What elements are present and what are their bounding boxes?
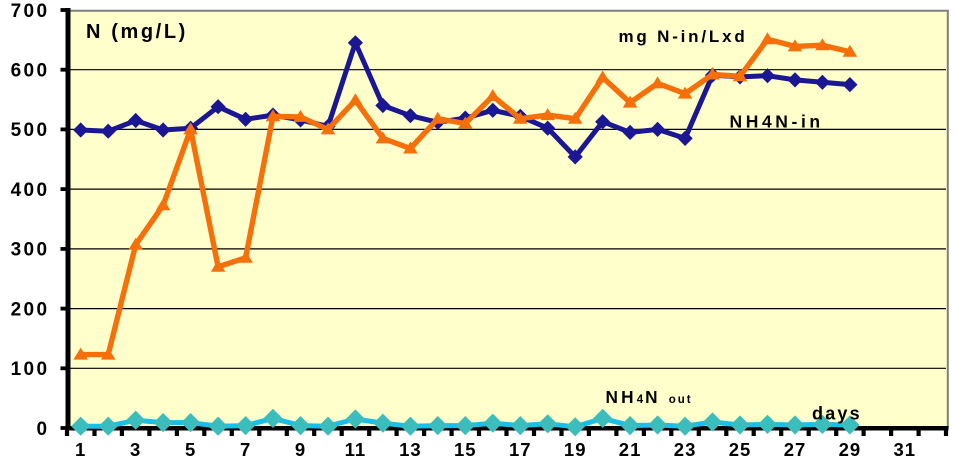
svg-text:15: 15	[454, 439, 477, 460]
svg-text:17: 17	[509, 439, 532, 460]
svg-text:0: 0	[37, 419, 50, 440]
svg-text:27: 27	[784, 439, 807, 460]
svg-text:N (mg/L): N (mg/L)	[86, 21, 188, 43]
svg-text:100: 100	[11, 359, 50, 380]
svg-text:days: days	[812, 404, 862, 424]
svg-text:5: 5	[185, 439, 196, 460]
svg-text:700: 700	[11, 1, 50, 22]
svg-text:1: 1	[75, 439, 86, 460]
svg-text:mg N-in/Lxd: mg N-in/Lxd	[619, 27, 748, 46]
svg-text:13: 13	[399, 439, 422, 460]
svg-text:25: 25	[729, 439, 752, 460]
svg-text:23: 23	[674, 439, 697, 460]
svg-text:31: 31	[894, 439, 917, 460]
svg-text:21: 21	[619, 439, 642, 460]
svg-text:600: 600	[11, 61, 50, 82]
svg-text:3: 3	[130, 439, 141, 460]
svg-text:11: 11	[345, 439, 367, 460]
svg-text:400: 400	[11, 180, 50, 201]
svg-text:29: 29	[839, 439, 862, 460]
svg-text:19: 19	[564, 439, 587, 460]
svg-text:NH4N-in: NH4N-in	[730, 112, 824, 132]
svg-text:7: 7	[240, 439, 251, 460]
svg-text:9: 9	[295, 439, 306, 460]
svg-text:200: 200	[11, 299, 50, 320]
svg-text:300: 300	[11, 240, 50, 261]
svg-text:500: 500	[11, 120, 50, 141]
